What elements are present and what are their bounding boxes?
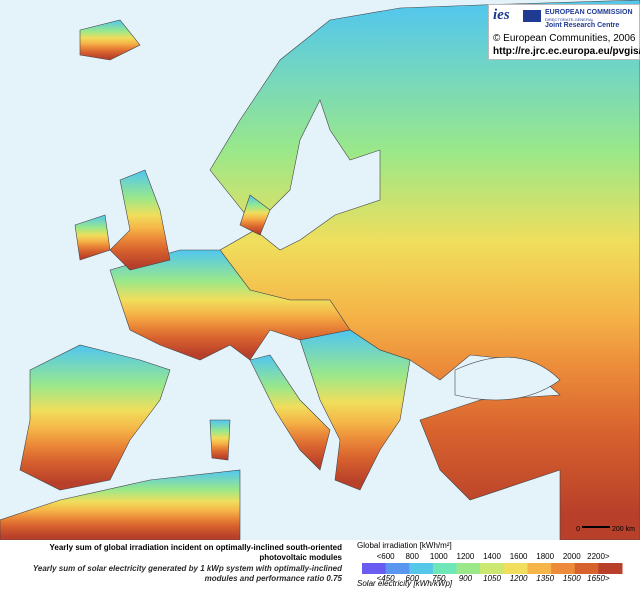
- electricity-title: Solar electricity [kWh/kWp]: [357, 579, 453, 588]
- color-swatch: [432, 563, 458, 574]
- color-swatch: [551, 563, 576, 574]
- color-swatch: [598, 563, 623, 574]
- africa: [0, 469, 241, 540]
- irradiation-label: <600: [377, 552, 396, 561]
- electricity-label: 1500: [563, 574, 581, 583]
- irradiation-label: 1200: [457, 552, 475, 561]
- irradiation-label: 2200>: [587, 552, 610, 561]
- caption-electricity: Yearly sum of solar electricity generate…: [32, 564, 342, 583]
- directorate: DIRECTORATE-GENERAL: [545, 17, 594, 22]
- electricity-label: 600: [406, 574, 420, 583]
- centre: Joint Research Centre: [545, 22, 620, 29]
- url: http://re.jrc.ec.europa.eu/pvgis/: [493, 46, 640, 57]
- black-sea: [454, 356, 561, 401]
- britain: [109, 169, 171, 271]
- color-swatch: [409, 563, 434, 574]
- electricity-label: 1350: [536, 574, 554, 583]
- color-swatch: [574, 563, 599, 574]
- scale-start: 0: [576, 526, 580, 533]
- irradiation-label: 1800: [536, 552, 554, 561]
- color-swatch: [480, 563, 505, 574]
- iberia: [19, 344, 171, 491]
- iceland: [79, 19, 141, 61]
- color-swatch: [503, 563, 528, 574]
- header-box: ies EUROPEAN COMMISSION DIRECTORATE-GENE…: [488, 4, 640, 60]
- west-europe: [109, 249, 351, 361]
- caption-irradiation: Yearly sum of global irradiation inciden…: [49, 543, 342, 562]
- ireland: [74, 214, 111, 261]
- irradiation-label: 800: [406, 552, 420, 561]
- color-swatch: [385, 563, 410, 574]
- color-swatch: [362, 563, 387, 574]
- copyright: © European Communities, 2006: [493, 33, 636, 44]
- irradiation-label: 2000: [563, 552, 581, 561]
- electricity-label: 750: [432, 574, 446, 583]
- irradiation-label: 1000: [430, 552, 448, 561]
- irradiation-label: 1400: [483, 552, 501, 561]
- color-swatch: [456, 563, 481, 574]
- irradiation-label: 1600: [510, 552, 528, 561]
- map: 0 200 km: [0, 0, 640, 540]
- sardinia: [209, 419, 231, 461]
- electricity-label: 1200: [510, 574, 528, 583]
- italy: [249, 354, 331, 471]
- commission: EUROPEAN COMMISSION: [545, 9, 633, 16]
- eu-flag: [523, 10, 541, 22]
- land: [0, 0, 640, 540]
- electricity-label: <450: [377, 574, 396, 583]
- denmark: [239, 194, 271, 236]
- electricity-label: 1050: [483, 574, 501, 583]
- electricity-label: 1650>: [587, 574, 610, 583]
- color-swatch: [527, 563, 552, 574]
- electricity-label: 900: [459, 574, 473, 583]
- balkans: [299, 329, 411, 491]
- logo: ies: [493, 7, 510, 23]
- scale-end: 200 km: [612, 526, 635, 533]
- irradiation-title: Global irradiation [kWh/m²]: [357, 541, 452, 550]
